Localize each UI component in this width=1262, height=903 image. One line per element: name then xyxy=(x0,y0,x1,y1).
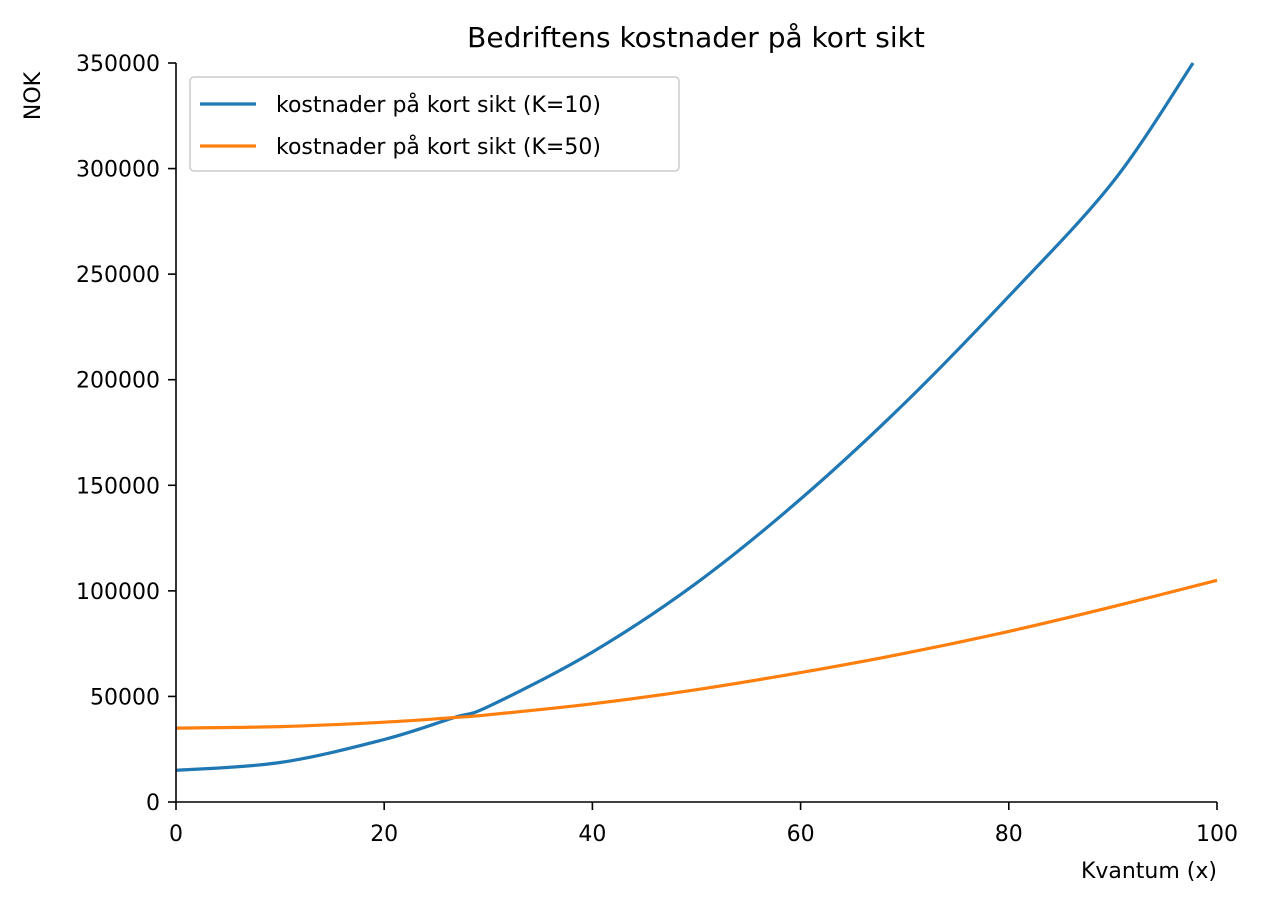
series-line-1 xyxy=(175,62,1195,772)
y-tick-label: 350000 xyxy=(76,52,160,77)
chart-title: Bedriftens kostnader på kort sikt xyxy=(467,21,925,54)
x-tick-label: 40 xyxy=(578,822,606,847)
y-tick-label: 0 xyxy=(146,791,160,816)
legend-label-1: kostnader på kort sikt (K=10) xyxy=(276,92,601,118)
series-line-2 xyxy=(175,578,1218,730)
legend-label-2: kostnader på kort sikt (K=50) xyxy=(276,134,601,160)
legend-frame xyxy=(189,76,680,172)
y-tick-label: 100000 xyxy=(76,580,160,605)
legend: kostnader på kort sikt (K=10) kostnader p… xyxy=(189,76,680,172)
x-tick-label: 60 xyxy=(787,822,815,847)
series-lines xyxy=(175,62,1218,772)
x-axis-label: Kvantum (x) xyxy=(1081,859,1217,884)
y-tick-label: 250000 xyxy=(76,263,160,288)
x-tick-label: 100 xyxy=(1196,822,1238,847)
y-tick-label: 300000 xyxy=(76,158,160,183)
y-ticks: 0 50000 100000 150000 200000 250000 300000 3500… xyxy=(76,52,176,816)
y-axis-label: NOK xyxy=(21,71,46,120)
y-tick-label: 150000 xyxy=(76,474,160,499)
x-tick-label: 0 xyxy=(169,822,183,847)
plot-area: 0 20 40 60 80 100 0 50000 100000 150000 200000 250… xyxy=(76,52,1238,847)
x-tick-label: 80 xyxy=(995,822,1023,847)
y-tick-label: 200000 xyxy=(76,369,160,394)
x-tick-label: 20 xyxy=(370,822,398,847)
y-tick-label: 50000 xyxy=(90,685,160,710)
x-ticks: 0 20 40 60 80 100 xyxy=(169,802,1238,847)
